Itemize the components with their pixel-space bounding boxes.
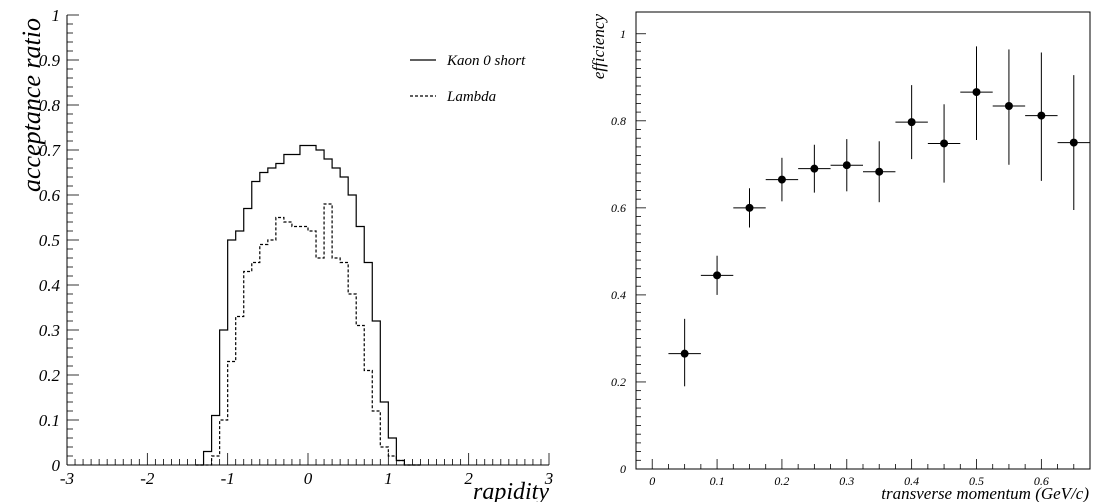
y-tick-label: 0.6	[39, 186, 61, 205]
plot-frame	[635, 11, 1091, 470]
data-point	[1037, 111, 1046, 120]
x-tick-label: 1	[384, 469, 393, 488]
y-axis-title: acceptance ratio	[17, 18, 46, 192]
x-tick-label: -2	[140, 469, 155, 488]
legend-label: Kaon 0 short	[446, 53, 526, 69]
y-tick-label: 0.4	[611, 288, 626, 302]
x-tick-label: 0.2	[774, 474, 789, 488]
data-point	[842, 161, 851, 170]
x-tick-label: -3	[60, 469, 74, 488]
y-tick-label: 0	[52, 456, 61, 475]
data-point	[777, 175, 786, 184]
y-tick-label: 0.1	[39, 411, 60, 430]
x-axis-title: transverse momentum (GeV/c)	[881, 484, 1089, 502]
x-tick-label: 0.4	[904, 474, 919, 488]
y-axis-title: efficiency	[589, 14, 608, 80]
y-tick-label: 0.5	[39, 231, 60, 250]
y-tick-label: 0.2	[611, 375, 626, 389]
data-point	[875, 167, 884, 176]
y-tick-label: 0.2	[39, 366, 61, 385]
legend: Kaon 0 short Lambda	[410, 53, 526, 105]
data-point	[940, 139, 949, 148]
x-tick-label: 0.3	[839, 474, 854, 488]
data-point	[1004, 102, 1013, 111]
data-point	[972, 88, 981, 97]
y-tick-label: 0.8	[611, 114, 626, 128]
left-chart-rapidity: 0 0.1 0.2 0.3 0.4 0.5 0.6 0.7 0.8 0.9 1 -3 -2 -1 0 1 2 3r…	[17, 6, 553, 502]
y-tick-label: 0.6	[611, 201, 626, 215]
series-line-lambda	[195, 203, 421, 466]
y-tick-label: 0	[620, 462, 626, 476]
y-tick-label: 0.4	[39, 276, 61, 295]
x-tick-label: 3	[544, 469, 554, 488]
y-tick-label: 0.7	[39, 141, 62, 160]
data-point	[680, 349, 689, 358]
data-point	[745, 203, 754, 212]
y-tick-label: 1	[620, 27, 626, 41]
data-point	[810, 164, 819, 173]
data-point	[1069, 138, 1078, 147]
x-tick-label: 0.5	[969, 474, 984, 488]
y-tick-label: 1	[52, 6, 61, 25]
x-tick-label: 0	[304, 469, 313, 488]
series-line-kaon	[195, 144, 421, 466]
x-tick-label: -1	[221, 469, 235, 488]
y-tick-label: 0.9	[39, 51, 61, 70]
x-tick-label: 0.6	[1034, 474, 1049, 488]
x-axis-title: rapidity	[473, 479, 549, 502]
right-chart-efficiency: 00.20.40.60.810 0.1 0.2 0.3 0.4 0.5 0.6transve…	[589, 11, 1091, 502]
y-tick-label: 0.8	[39, 96, 61, 115]
data-point	[907, 118, 916, 127]
x-tick-label: 2	[464, 469, 473, 488]
x-tick-label: 0.1	[710, 474, 725, 488]
legend-label: Lambda	[446, 89, 496, 105]
x-tick-label: 0	[649, 474, 655, 488]
data-point	[713, 271, 722, 280]
y-tick-label: 0.3	[39, 321, 60, 340]
